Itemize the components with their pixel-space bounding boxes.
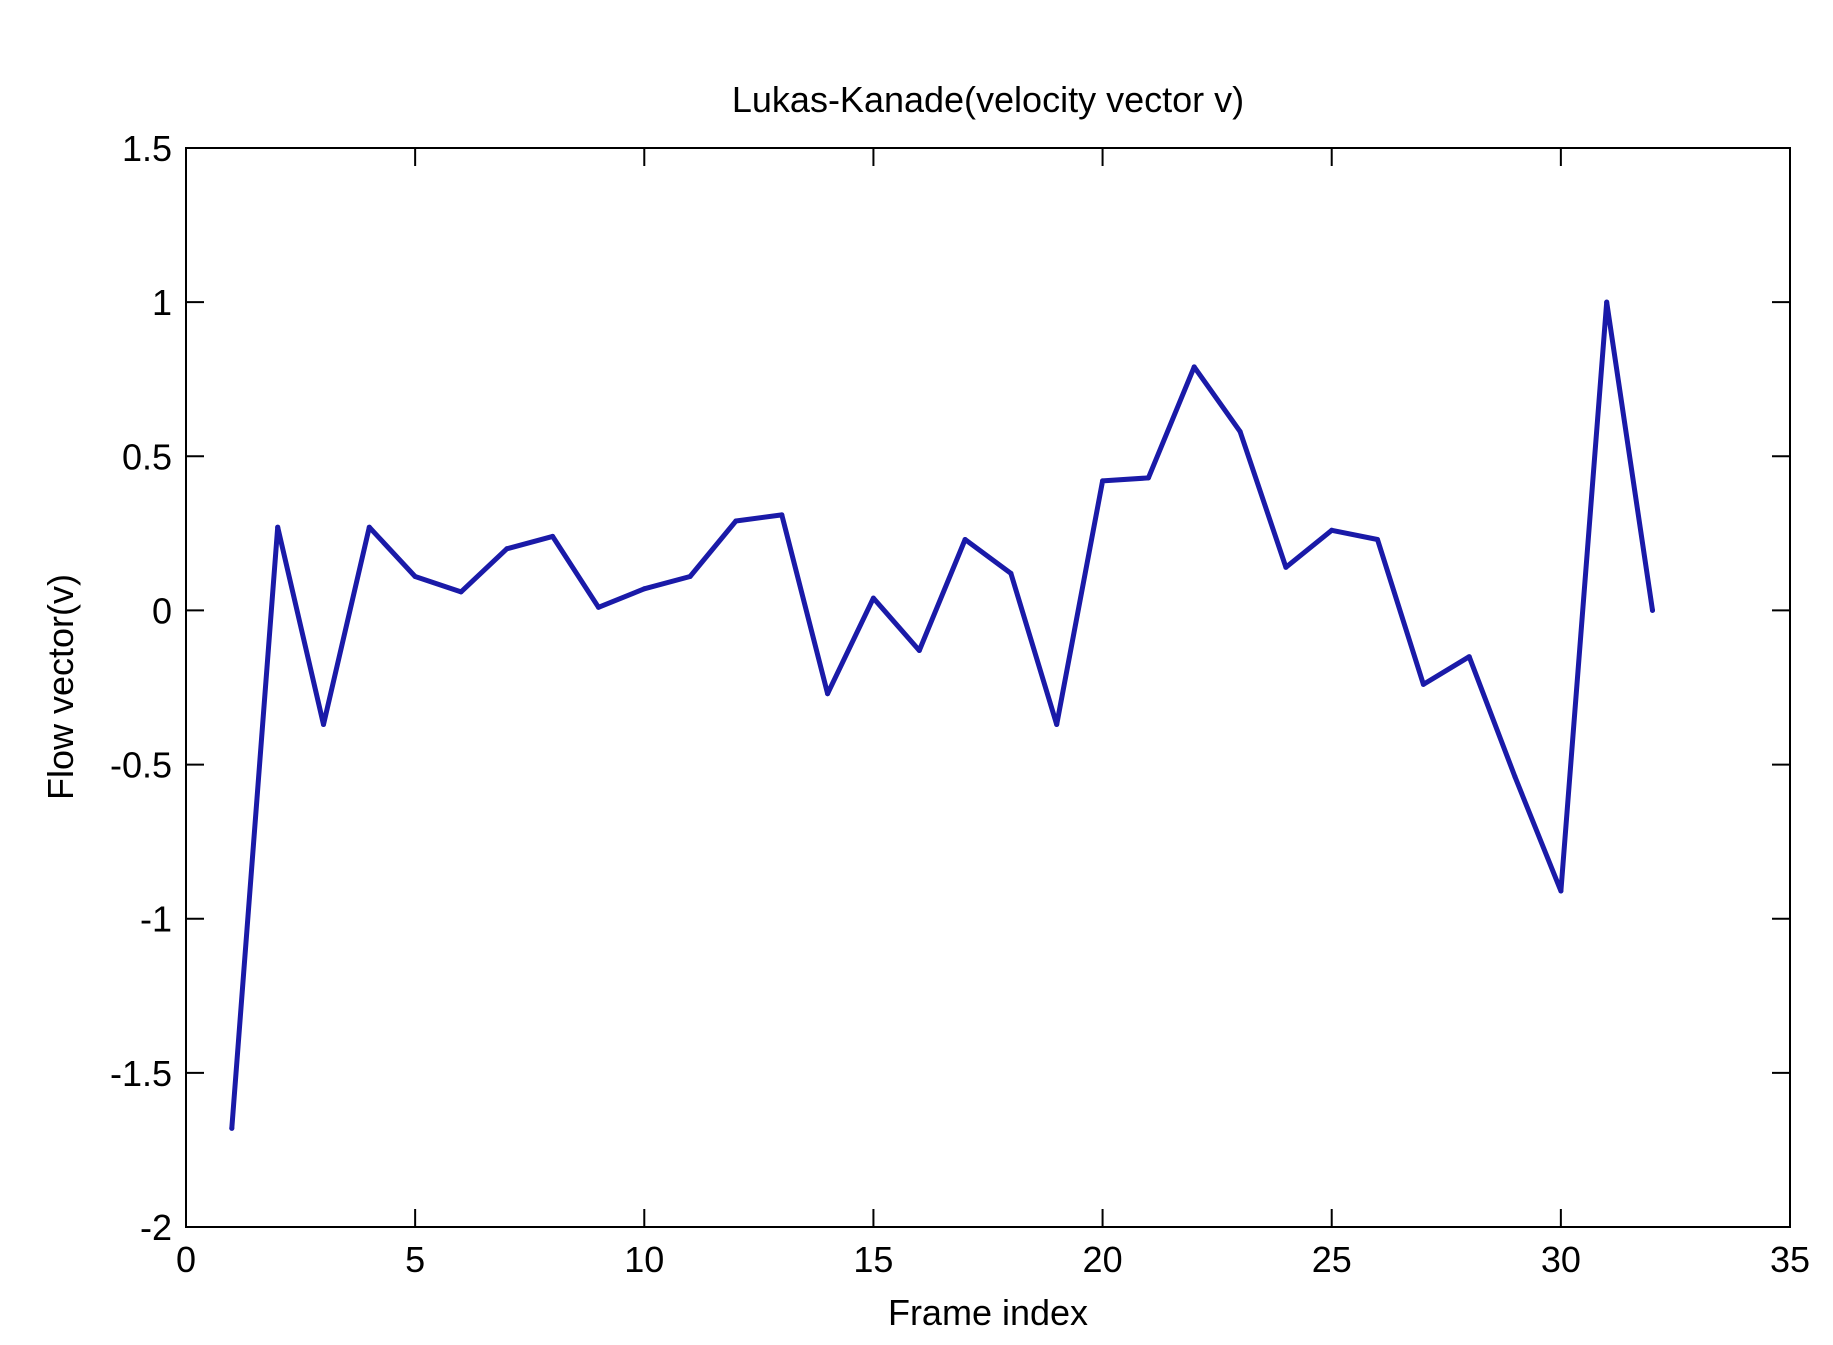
data-point [1420, 681, 1426, 687]
data-point [1191, 364, 1197, 370]
data-point [1558, 888, 1564, 894]
series-layer [229, 299, 1655, 1131]
data-point [1604, 299, 1610, 305]
data-point [916, 648, 922, 653]
data-point [275, 524, 281, 530]
y-tick-label: 1 [152, 282, 172, 323]
data-point [779, 512, 785, 518]
data-point [596, 604, 601, 610]
y-tick-label: 1.5 [122, 128, 172, 169]
x-tick-label: 10 [624, 1239, 664, 1280]
series-line [229, 299, 1655, 1131]
data-point [1650, 607, 1655, 613]
x-tick-label: 0 [176, 1239, 196, 1280]
x-tick-label: 35 [1770, 1239, 1810, 1280]
data-point [641, 586, 647, 592]
data-point [1054, 722, 1060, 727]
data-point [1237, 429, 1243, 435]
data-point [870, 595, 876, 601]
data-point [687, 574, 693, 579]
data-point [366, 524, 372, 530]
data-point [1466, 654, 1472, 660]
y-tick-label: -1.5 [110, 1053, 172, 1094]
y-tick-label: -2 [140, 1207, 172, 1248]
data-point [1100, 478, 1106, 484]
data-point [1512, 774, 1518, 780]
chart-title: Lukas-Kanade(velocity vector v) [732, 79, 1244, 120]
data-point [1008, 570, 1014, 576]
x-tick-label: 30 [1541, 1239, 1581, 1280]
x-axis-title: Frame index [888, 1292, 1088, 1333]
ticks-layer: 0 5 10 15 20 25 30 35 -2 -1.5 -1 -0.5 0 0.5 1 1.5 [110, 128, 1810, 1280]
x-tick-label: 5 [405, 1239, 425, 1280]
y-tick-label: -0.5 [110, 745, 172, 786]
y-axis-title: Flow vector(v) [40, 574, 81, 800]
data-point [321, 722, 326, 727]
data-point [825, 691, 831, 697]
data-point [1375, 537, 1380, 542]
data-point [458, 589, 464, 595]
x-tick-label: 25 [1312, 1239, 1352, 1280]
y-tick-label: -1 [140, 899, 172, 940]
y-tick-label: 0 [152, 590, 172, 631]
data-point [1283, 564, 1289, 570]
data-point [412, 574, 418, 579]
x-tick-label: 15 [853, 1239, 893, 1280]
data-point [504, 546, 510, 552]
data-point [229, 1125, 235, 1131]
data-point [1329, 527, 1335, 533]
x-tick-label: 20 [1083, 1239, 1123, 1280]
plot-area [185, 147, 1791, 1228]
data-point [962, 537, 968, 542]
y-tick-label: 0.5 [122, 436, 172, 477]
data-point [733, 518, 739, 524]
data-point [550, 533, 556, 539]
data-point [1145, 475, 1151, 481]
